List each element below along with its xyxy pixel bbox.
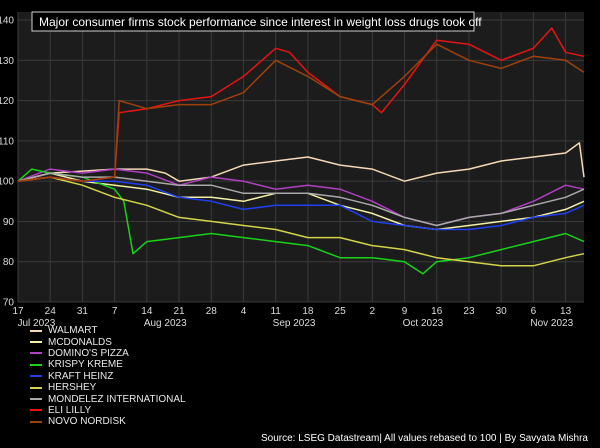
legend-item: KRAFT HEINZ — [30, 371, 186, 382]
x-tick-label: 4 — [241, 306, 247, 317]
x-tick-label: 30 — [496, 306, 508, 317]
month-label: Aug 2023 — [144, 318, 187, 329]
title-box — [31, 11, 475, 32]
legend-item: MCDONALDS — [30, 336, 186, 348]
x-tick-label: 23 — [463, 306, 475, 317]
x-tick-label: 31 — [77, 306, 89, 317]
x-tick-label: 11 — [270, 306, 281, 317]
y-tick-label: 140 — [0, 16, 14, 27]
x-tick-label: 7 — [112, 306, 118, 317]
x-tick-label: 17 — [12, 306, 24, 317]
x-tick-label: 24 — [45, 306, 57, 317]
legend-swatch — [30, 363, 42, 366]
month-label: Nov 2023 — [530, 318, 573, 329]
legend-swatch — [30, 341, 42, 344]
legend-item: MONDELEZ INTERNATIONAL — [30, 393, 186, 405]
x-tick-label: 16 — [431, 306, 443, 317]
y-tick-label: 90 — [3, 217, 15, 228]
legend-swatch — [30, 375, 42, 378]
legend-label: ELI LILLY — [48, 404, 92, 416]
series-line-novo-nordisk — [17, 43, 585, 182]
month-label: Jul 2023 — [18, 318, 56, 329]
legend-item: ELI LILLY — [30, 405, 186, 416]
month-label: Sep 2023 — [273, 318, 316, 329]
legend-swatch — [30, 329, 42, 332]
legend-swatch — [30, 398, 42, 401]
legend-item: DOMINO'S PIZZA — [30, 348, 186, 359]
y-axis-ticks: 70 80 90 100 110 120 130 140 — [0, 16, 14, 309]
series-line-kraft-heinz — [17, 176, 585, 231]
x-tick-label: 21 — [173, 306, 185, 317]
legend-label: DOMINO'S PIZZA — [48, 347, 129, 359]
legend-label: MCDONALDS — [48, 336, 112, 348]
x-axis-ticks: 17 24 31 7 14 21 28 4 11 18 25 2 9 16 23 30 6 13 — [12, 306, 571, 317]
legend-item: WALMART — [30, 325, 186, 336]
series-line-krispy-kreme — [17, 168, 585, 275]
legend: WALMART MCDONALDS DOMINO'S PIZZA KRISPY KRE… — [30, 325, 186, 428]
y-tick-label: 80 — [3, 257, 15, 268]
plot-area — [18, 12, 584, 302]
source-note: Source: LSEG Datastream| All values reba… — [260, 433, 588, 444]
y-tick-label: 110 — [0, 136, 14, 147]
y-tick-label: 70 — [3, 298, 15, 309]
legend-swatch — [30, 409, 42, 412]
legend-item: NOVO NORDISK — [30, 416, 186, 427]
series-line-hershey — [17, 176, 585, 267]
legend-swatch — [30, 352, 42, 355]
x-tick-label: 18 — [302, 306, 314, 317]
legend-label: HERSHEY — [48, 382, 97, 394]
legend-label: MONDELEZ INTERNATIONAL — [48, 393, 186, 405]
x-tick-label: 25 — [335, 306, 347, 317]
x-tick-label: 9 — [402, 306, 408, 317]
x-tick-label: 28 — [206, 306, 218, 317]
x-tick-label: 14 — [141, 306, 153, 317]
chart-title: Major consumer firms stock performance s… — [39, 15, 482, 29]
legend-label: KRISPY KREME — [48, 359, 123, 371]
y-tick-label: 130 — [0, 56, 14, 67]
month-labels: Jul 2023 Aug 2023 Sep 2023 Oct 2023 Nov 2023 — [18, 318, 574, 329]
y-tick-label: 120 — [0, 96, 14, 107]
month-label: Oct 2023 — [403, 318, 444, 329]
legend-item: HERSHEY — [30, 382, 186, 393]
series-line-walmart — [17, 142, 585, 182]
x-tick-label: 2 — [370, 306, 376, 317]
x-tick-label: 13 — [560, 306, 572, 317]
legend-swatch — [30, 420, 42, 423]
series-lines — [17, 27, 585, 275]
legend-label: KRAFT HEINZ — [48, 370, 114, 382]
y-tick-label: 100 — [0, 177, 14, 188]
legend-label: NOVO NORDISK — [48, 416, 126, 428]
legend-swatch — [30, 386, 42, 389]
legend-item: KRISPY KREME — [30, 359, 186, 370]
x-tick-label: 6 — [531, 306, 537, 317]
legend-label: WALMART — [48, 325, 98, 337]
